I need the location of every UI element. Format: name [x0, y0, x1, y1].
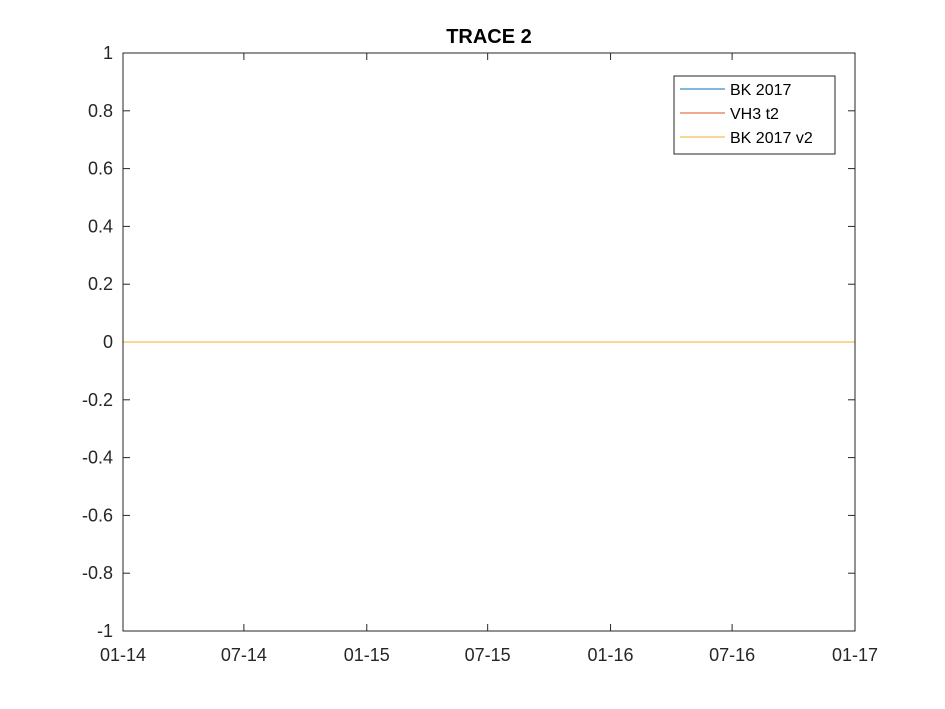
x-tick-label: 07-15 [465, 645, 511, 665]
x-tick-label: 01-15 [344, 645, 390, 665]
legend-entry-label: VH3 t2 [730, 106, 779, 123]
y-tick-label: -0.8 [82, 563, 113, 583]
chart-title: TRACE 2 [446, 26, 532, 48]
legend-entry-label: BK 2017 v2 [730, 130, 813, 147]
legend[interactable]: BK 2017 VH3 t2 BK 2017 v2 [673, 75, 836, 155]
x-tick-label: 01-16 [588, 645, 634, 665]
x-tick-label: 07-16 [709, 645, 755, 665]
plot-frame [122, 52, 856, 632]
y-tick-label: 0.2 [88, 274, 113, 294]
y-axis-ticks: 1 0.8 0.6 0.4 0.2 0 -0.2 -0.4 -0.6 -0.8 -1 [82, 43, 855, 641]
y-tick-label: 0 [103, 332, 113, 352]
x-tick-label: 07-14 [221, 645, 267, 665]
y-tick-label: 0.4 [88, 216, 113, 236]
y-tick-label: -1 [97, 621, 113, 641]
y-tick-label: -0.6 [82, 505, 113, 525]
x-axis-ticks: 01-14 07-14 01-15 07-15 01-16 07-16 01-17 [100, 53, 878, 665]
y-tick-label: 0.8 [88, 101, 113, 121]
x-tick-label: 01-17 [832, 645, 878, 665]
y-tick-label: -0.4 [82, 448, 113, 468]
x-tick-label: 01-14 [100, 645, 146, 665]
y-tick-label: -0.2 [82, 390, 113, 410]
legend-entry-label: BK 2017 [730, 82, 791, 99]
y-tick-label: 0.6 [88, 159, 113, 179]
y-tick-label: 1 [103, 43, 113, 63]
